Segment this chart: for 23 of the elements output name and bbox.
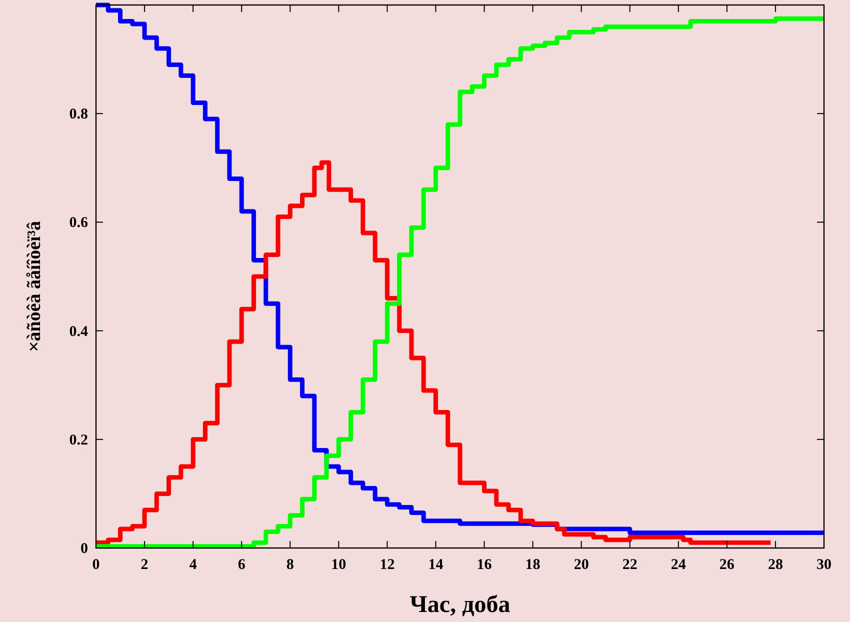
x-tick-label: 0 [92, 557, 100, 573]
x-tick-label: 22 [622, 557, 638, 573]
x-tick-label: 30 [816, 557, 832, 573]
y-tick-label: 0.2 [69, 432, 88, 448]
x-tick-label: 10 [331, 557, 346, 573]
x-tick-label: 26 [719, 557, 735, 573]
y-axis-title: ×àñòêà ãåíîòèï³â [24, 220, 45, 352]
y-tick-label: 0.6 [69, 215, 88, 232]
x-tick-label: 6 [238, 557, 246, 573]
y-tick-label: 0 [80, 541, 88, 557]
x-tick-label: 18 [525, 557, 540, 573]
x-tick-label: 28 [768, 557, 783, 573]
x-tick-label: 4 [189, 557, 198, 573]
x-tick-label: 20 [574, 557, 589, 573]
x-tick-label: 2 [140, 557, 148, 573]
x-tick-label: 12 [380, 557, 395, 573]
x-axis-title: Час, доба [410, 592, 510, 618]
x-tick-label: 24 [670, 557, 686, 573]
y-tick-label: 0.4 [69, 324, 88, 340]
x-tick-label: 8 [286, 557, 294, 573]
y-tick-label: 0.8 [69, 106, 88, 123]
x-tick-label: 16 [476, 557, 492, 573]
x-tick-label: 14 [428, 557, 444, 573]
